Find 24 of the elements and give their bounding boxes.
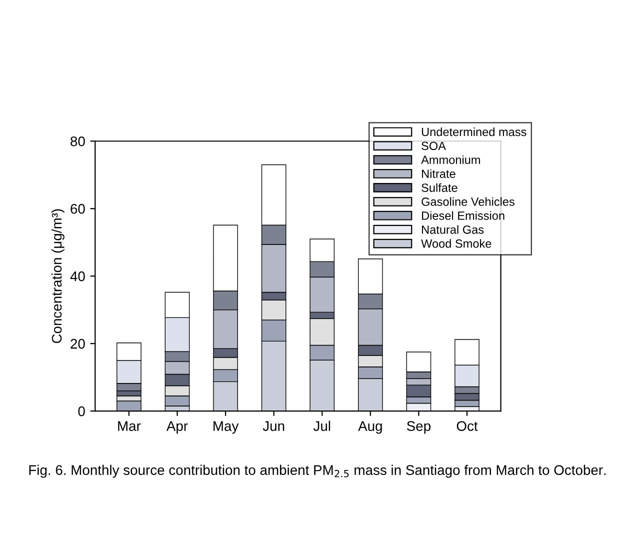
caption: Fig. 6. Monthly source contribution to ambient PM$_{2.5}$ mass in Santiago from March to October. <box>29 464 606 478</box>
x-tick-label: Oct <box>456 421 478 431</box>
x-tick-label: May <box>214 421 239 434</box>
x-tick-label: Sep <box>406 421 430 434</box>
x-tick-label: Jul <box>313 420 330 431</box>
legend-label: SOA <box>422 142 446 150</box>
x-tick-label: Jun <box>262 421 284 431</box>
legend-label: Natural Gas <box>422 225 484 234</box>
y-tick-label: 40 <box>70 271 85 282</box>
y-tick-label: 80 <box>70 136 85 146</box>
y-tick-label: 0 <box>78 406 85 416</box>
legend-label: Gasoline Vehicles <box>422 197 514 206</box>
legend-label: Diesel Emission <box>422 211 504 220</box>
legend-label: Ammonium <box>421 155 480 164</box>
legend-label: Undetermined mass <box>422 127 526 136</box>
x-tick-label: Mar <box>118 421 141 431</box>
legend-label: Wood Smoke <box>421 239 492 248</box>
x-tick-label: Aug <box>358 421 382 434</box>
x-tick-label: Apr <box>166 421 188 434</box>
y-tick-label: 60 <box>70 204 85 214</box>
y-axis-title: Concentration (μg/m³) <box>51 209 64 344</box>
legend-label: Sulfate <box>422 183 458 192</box>
legend-label: Nitrate <box>422 169 456 178</box>
y-tick-label: 20 <box>70 338 85 349</box>
